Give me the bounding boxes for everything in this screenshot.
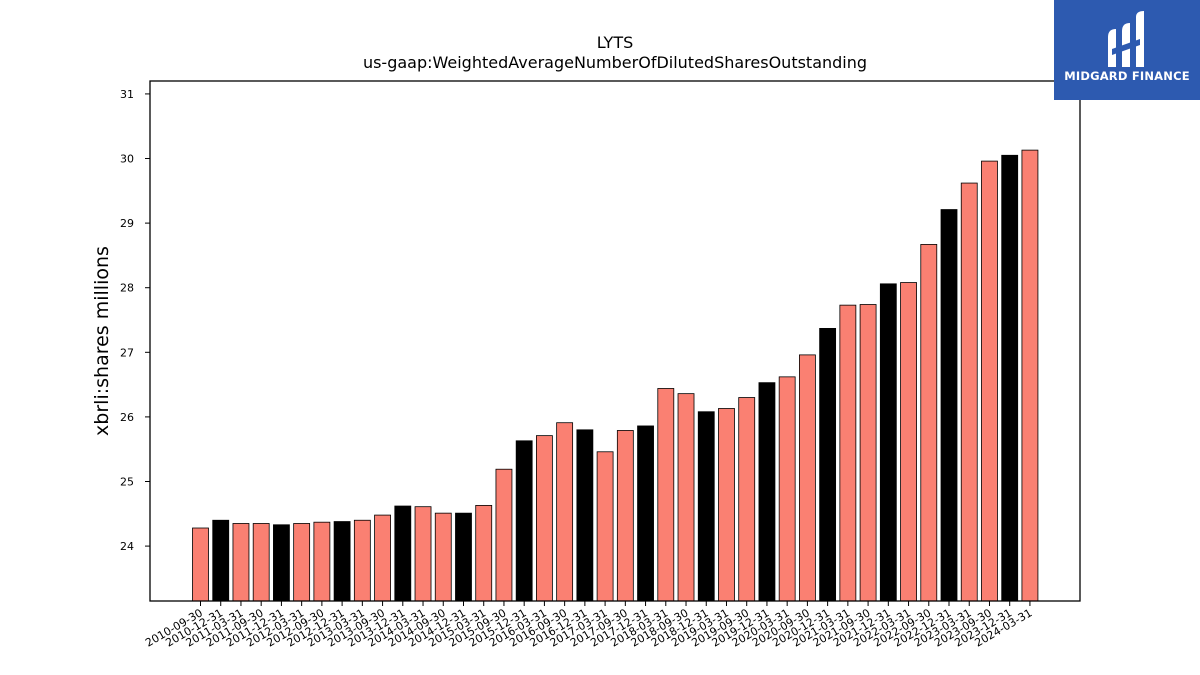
bar-2020-09-30 — [799, 354, 816, 602]
bar-2018-03-31 — [657, 388, 675, 602]
bar-2018-12-31 — [697, 411, 715, 602]
y-tick-label: 30 — [120, 153, 134, 166]
bar-2022-03-31 — [900, 282, 917, 602]
bar-2018-09-30 — [677, 393, 695, 602]
y-tick-label: 24 — [120, 540, 134, 553]
bar-2015-03-31 — [475, 504, 493, 602]
y-tick-label: 31 — [120, 88, 134, 101]
bar-2011-03-31 — [232, 523, 250, 602]
bar-2012-12-31 — [333, 521, 351, 602]
bar-2019-09-30 — [738, 397, 756, 602]
bar-2014-09-30 — [434, 512, 452, 602]
bar-2011-09-30 — [252, 523, 270, 602]
bar-2010-09-30 — [192, 527, 209, 602]
plot-frame — [149, 80, 1081, 602]
midgard-finance-logo: MIDGARD FINANCE — [1054, 0, 1200, 100]
bar-2012-03-31 — [293, 523, 311, 602]
bar-2021-03-31 — [839, 304, 857, 602]
bar-2024-03-31 — [1021, 149, 1039, 602]
bar-2023-12-31 — [1001, 154, 1019, 602]
bar-2015-09-30 — [495, 468, 513, 602]
bar-2013-09-30 — [374, 514, 391, 602]
bar-2017-12-31 — [637, 425, 654, 602]
bar-2021-09-30 — [859, 304, 877, 602]
bar-2013-12-31 — [394, 505, 412, 602]
bar-2020-12-31 — [819, 327, 837, 602]
bar-2016-09-30 — [556, 422, 574, 602]
x-axis: 2010-09-302010-12-312011-03-312011-09-30… — [143, 601, 1034, 650]
y-tick-label: 26 — [120, 411, 134, 424]
bar-2019-03-31 — [718, 408, 735, 602]
bar-2017-09-30 — [616, 430, 634, 602]
bar-2019-12-31 — [758, 382, 776, 602]
y-axis-label: xbrli:shares millions — [91, 246, 113, 436]
logo-text: MIDGARD FINANCE — [1064, 69, 1190, 83]
bar-2011-12-31 — [273, 524, 290, 602]
bar-2010-12-31 — [212, 519, 230, 602]
bar-2012-09-30 — [313, 521, 331, 602]
y-tick-label: 27 — [120, 346, 134, 359]
y-tick-label: 28 — [120, 282, 134, 295]
bar-2015-12-31 — [515, 440, 533, 602]
bar-2023-09-30 — [981, 160, 998, 602]
bars-layer — [192, 149, 1039, 602]
bar-2023-03-31 — [960, 182, 978, 602]
y-axis: 24 25 26 27 28 29 30 31 — [120, 88, 150, 553]
logo-mark-icon — [1108, 11, 1144, 67]
bar-2014-12-31 — [455, 512, 472, 602]
bar-2022-12-31 — [940, 209, 958, 602]
bar-2021-12-31 — [879, 283, 897, 602]
bar-2017-03-31 — [596, 451, 614, 602]
bar-2014-03-31 — [414, 506, 432, 602]
chart-title: LYTS — [596, 33, 634, 52]
bar-2016-12-31 — [576, 429, 594, 602]
bar-2020-03-31 — [778, 376, 796, 602]
bar-2016-03-31 — [536, 435, 553, 602]
bar-2022-09-30 — [920, 244, 938, 602]
y-tick-label: 25 — [120, 475, 134, 488]
bar-2013-03-31 — [353, 519, 371, 602]
y-tick-label: 29 — [120, 217, 134, 230]
chart-subtitle: us-gaap:WeightedAverageNumberOfDilutedSh… — [362, 53, 868, 72]
